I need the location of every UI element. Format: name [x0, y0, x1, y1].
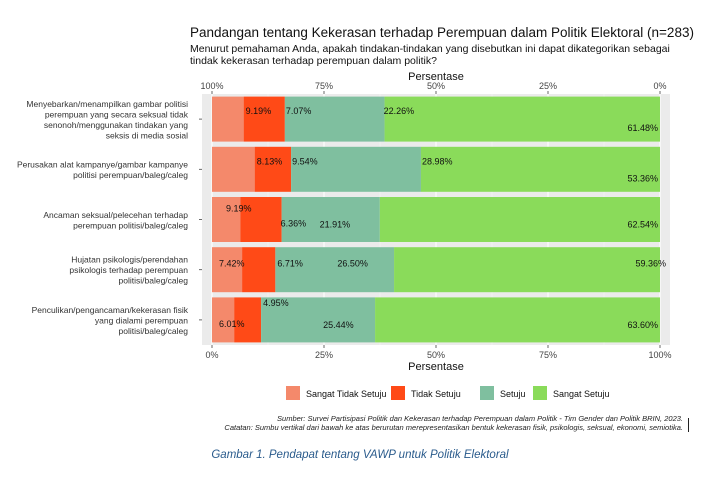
bar-segment-setuju [261, 297, 376, 343]
x-tick-label: 50% [427, 350, 445, 360]
x-top-tick-label: 25% [539, 81, 557, 91]
bar-segment-sangat-tidak-setuju [212, 297, 235, 343]
caveat-note: Catatan: Sumbu vertikal dari bawah ke at… [224, 423, 683, 432]
x-tick-label: 0% [205, 350, 218, 360]
bar-segment-sangat-setuju [384, 96, 660, 142]
segment-label: 61.48% [627, 123, 658, 133]
bar-segment-sangat-tidak-setuju [212, 247, 243, 293]
chart-title: Pandangan tentang Kekerasan terhadap Per… [190, 25, 694, 40]
legend-swatch [391, 386, 405, 400]
bar-segment-sangat-setuju [375, 297, 660, 343]
x-tick-label: 25% [315, 350, 333, 360]
segment-label: 21.91% [320, 220, 351, 230]
chart-subtitle-line: tindak kekerasan terhadap perempuan dala… [190, 55, 437, 67]
segment-label: 22.26% [384, 106, 415, 116]
bar-segment-tidak-setuju [242, 247, 276, 293]
segment-label: 9.19% [226, 204, 252, 214]
segment-label: 8.13% [257, 156, 283, 166]
bar-segment-sangat-setuju [379, 197, 660, 242]
bar-segment-setuju [291, 146, 421, 192]
x-tick-label: 100% [648, 350, 671, 360]
segment-label: 7.07% [286, 106, 312, 116]
x-top-tick-label: 0% [653, 81, 666, 91]
stacked-bar-chart: Pandangan tentang Kekerasan terhadap Per… [17, 25, 694, 432]
bar-segment-sangat-setuju [394, 247, 660, 293]
category-label: yang dialami perempuan [95, 315, 188, 325]
segment-label: 28.98% [422, 156, 453, 166]
segment-label: 62.54% [627, 220, 658, 230]
segment-label: 9.19% [246, 106, 272, 116]
x-top-tick-label: 75% [315, 81, 333, 91]
segment-label: 7.42% [219, 259, 245, 269]
bar-segment-tidak-setuju [243, 96, 285, 142]
bar-segment-sangat-setuju [420, 146, 660, 192]
x-tick-label: 75% [539, 350, 557, 360]
category-label: politisi/baleg/caleg [119, 326, 189, 336]
bar-segment-sangat-tidak-setuju [212, 146, 255, 192]
top-axis-title: Persentase [408, 71, 464, 83]
segment-label: 4.95% [263, 298, 289, 308]
category-label: politisi perempuan/baleg/caleg [73, 170, 188, 180]
x-axis-title: Persentase [408, 361, 464, 373]
chart-subtitle-line: Menurut pemahaman Anda, apakah tindakan-… [190, 43, 670, 55]
bar-segment-tidak-setuju [234, 297, 262, 343]
legend-swatch [286, 386, 300, 400]
text-cursor [688, 418, 689, 432]
category-label: perempuan yang secara seksual tidak [45, 109, 189, 119]
bar-segment-tidak-setuju [254, 146, 292, 192]
bar-segment-sangat-tidak-setuju [212, 96, 244, 142]
legend-label: Sangat Setuju [553, 389, 610, 399]
segment-label: 59.36% [635, 259, 666, 269]
category-label: psikologis terhadap perempuan [69, 265, 188, 275]
source-note: Sumber: Survei Partisipasi Politik dan K… [277, 414, 683, 423]
legend-label: Tidak Setuju [411, 389, 461, 399]
segment-label: 6.71% [277, 259, 303, 269]
category-label: Menyebarkan/menampilkan gambar politisi [26, 99, 188, 109]
bar-segment-setuju [281, 197, 380, 242]
bar-segment-sangat-tidak-setuju [212, 197, 241, 242]
bar-segment-setuju [275, 247, 395, 293]
category-label: politisi/baleg/caleg [119, 276, 189, 286]
category-label: Ancaman seksual/pelecehan terhadap [43, 210, 188, 220]
segment-label: 53.36% [627, 173, 658, 183]
category-label: senonoh/menggunakan tindakan yang [44, 120, 188, 130]
x-top-tick-label: 100% [200, 81, 223, 91]
segment-label: 6.36% [281, 219, 307, 229]
category-label: Hujatan psikologis/perendahan [71, 255, 188, 265]
category-label: perempuan politisi/baleg/caleg [73, 220, 188, 230]
figure-caption: Gambar 1. Pendapat tentang VAWP untuk Po… [211, 449, 509, 461]
category-label: Penculikan/pengancaman/kekerasan fisik [32, 305, 189, 315]
category-label: seksis di media sosial [106, 130, 188, 140]
segment-label: 25.44% [323, 320, 354, 330]
x-top-tick-label: 50% [427, 81, 445, 91]
legend-label: Sangat Tidak Setuju [306, 389, 387, 399]
segment-label: 9.54% [292, 156, 318, 166]
legend-swatch [480, 386, 494, 400]
category-label: Perusakan alat kampanye/gambar kampanye [17, 160, 188, 170]
legend-swatch [533, 386, 547, 400]
bar-segment-setuju [284, 96, 385, 142]
segment-label: 6.01% [219, 319, 245, 329]
bar-segment-tidak-setuju [240, 197, 282, 242]
legend-label: Setuju [500, 389, 526, 399]
segment-label: 26.50% [337, 259, 368, 269]
segment-label: 63.60% [627, 320, 658, 330]
